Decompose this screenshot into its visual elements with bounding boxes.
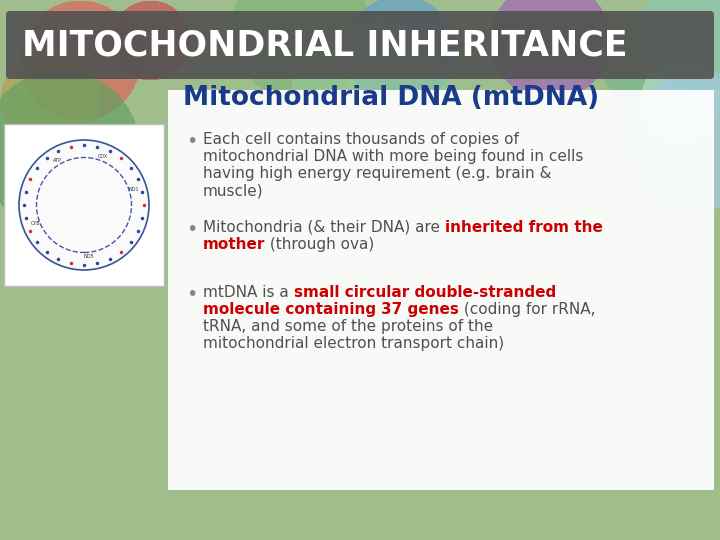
Text: (through ova): (through ova) xyxy=(266,237,374,252)
FancyBboxPatch shape xyxy=(4,124,164,286)
Text: inherited from the: inherited from the xyxy=(445,220,603,235)
Ellipse shape xyxy=(19,140,149,270)
Text: MITOCHONDRIAL INHERITANCE: MITOCHONDRIAL INHERITANCE xyxy=(22,28,628,62)
Text: •: • xyxy=(186,132,197,151)
FancyBboxPatch shape xyxy=(6,11,714,79)
Text: muscle): muscle) xyxy=(203,183,264,198)
Text: •: • xyxy=(186,285,197,304)
Text: molecule containing: molecule containing xyxy=(203,302,382,317)
Text: (coding for rRNA,: (coding for rRNA, xyxy=(459,302,595,317)
Text: Mitochondrial DNA (mtDNA): Mitochondrial DNA (mtDNA) xyxy=(183,85,599,111)
Text: CYB: CYB xyxy=(30,221,40,226)
Text: having high energy requirement (e.g. brain &: having high energy requirement (e.g. bra… xyxy=(203,166,552,181)
FancyBboxPatch shape xyxy=(168,90,714,490)
Text: tRNA, and some of the proteins of the: tRNA, and some of the proteins of the xyxy=(203,319,493,334)
Text: mitochondrial DNA with more being found in cells: mitochondrial DNA with more being found … xyxy=(203,149,583,164)
Text: mother: mother xyxy=(203,237,266,252)
Text: ND5: ND5 xyxy=(84,254,94,259)
Text: ND1: ND1 xyxy=(128,187,139,192)
Text: small circular double-stranded: small circular double-stranded xyxy=(294,285,556,300)
Text: 37 genes: 37 genes xyxy=(382,302,459,317)
Text: mitochondrial electron transport chain): mitochondrial electron transport chain) xyxy=(203,336,504,351)
Text: Each cell contains thousands of copies of: Each cell contains thousands of copies o… xyxy=(203,132,519,147)
Text: •: • xyxy=(186,220,197,239)
Text: ATP: ATP xyxy=(53,158,62,163)
Text: Mitochondria (& their DNA) are: Mitochondria (& their DNA) are xyxy=(203,220,445,235)
Text: COX: COX xyxy=(98,154,108,159)
Text: mtDNA is a: mtDNA is a xyxy=(203,285,294,300)
